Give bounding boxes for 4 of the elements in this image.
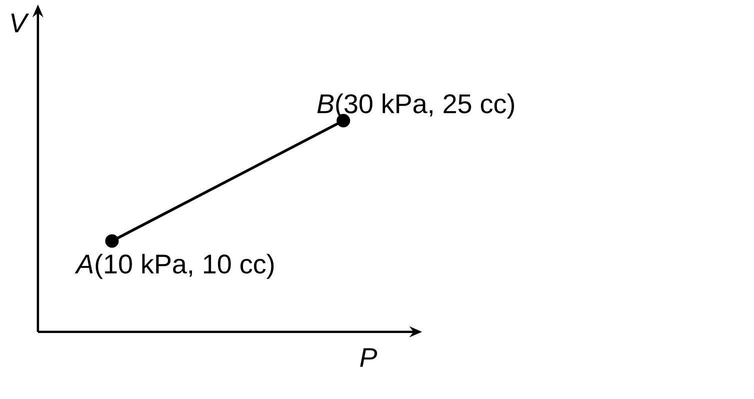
x-axis-title: P bbox=[360, 348, 378, 367]
text: B(30 kPa, 25 cc) bbox=[317, 94, 514, 119]
y-axis-title: V bbox=[11, 14, 30, 32]
annotation: A(10 kPa, 10 cc) bbox=[74, 254, 274, 280]
